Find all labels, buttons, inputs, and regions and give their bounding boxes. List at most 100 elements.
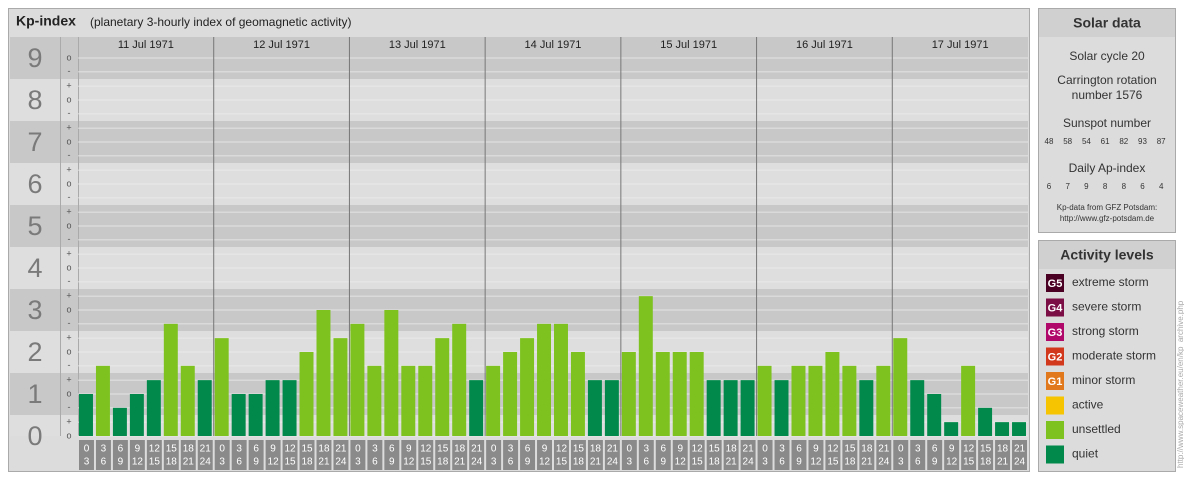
x-tick-label: 12 xyxy=(692,444,704,455)
minor-tick-label: o xyxy=(66,430,71,440)
x-tick-label: 12 xyxy=(946,457,958,468)
bar xyxy=(893,338,908,436)
x-tick-label: 21 xyxy=(607,444,619,455)
x-tick-label: 6 xyxy=(660,444,666,455)
x-tick-label: 0 xyxy=(84,444,90,455)
x-tick-label: 9 xyxy=(796,457,802,468)
bar xyxy=(791,365,806,436)
bar xyxy=(978,407,993,436)
minor-tick-label: o xyxy=(66,388,71,398)
x-tick-label: 6 xyxy=(779,457,785,468)
watermark: http://www.spaceweather.eu/en/kp_archive… xyxy=(1176,300,1184,468)
slot-box xyxy=(859,440,875,470)
x-tick-label: 0 xyxy=(898,444,904,455)
minor-tick-label: o xyxy=(66,94,71,104)
bar xyxy=(180,365,195,436)
legend-swatch xyxy=(1046,347,1064,366)
x-tick-label: 6 xyxy=(101,457,107,468)
sunspot-value: 54 xyxy=(1082,137,1091,146)
bar xyxy=(486,365,501,436)
x-tick-label: 15 xyxy=(573,444,585,455)
slot-box xyxy=(79,440,94,470)
x-tick-label: 12 xyxy=(827,444,839,455)
ap-title: Daily Ap-index xyxy=(1069,161,1146,175)
x-tick-label: 6 xyxy=(932,444,938,455)
x-tick-label: 18 xyxy=(318,444,330,455)
x-tick-label: 21 xyxy=(726,457,738,468)
slot-box xyxy=(995,440,1011,470)
bar xyxy=(435,338,450,436)
slot-box xyxy=(282,440,298,470)
x-tick-label: 24 xyxy=(878,457,890,468)
sunspot-value: 61 xyxy=(1101,137,1110,146)
y-tick-label: 8 xyxy=(27,85,42,115)
ap-value: 9 xyxy=(1084,182,1089,191)
x-tick-label: 6 xyxy=(236,457,242,468)
bar xyxy=(944,422,959,436)
x-tick-label: 18 xyxy=(301,457,313,468)
y-tick-label: 2 xyxy=(27,337,42,367)
minor-tick-label: o xyxy=(66,136,71,146)
panel-title: Solar data xyxy=(1073,15,1141,31)
minor-tick-label: o xyxy=(66,178,71,188)
minor-tick-label: + xyxy=(66,249,71,259)
x-tick-label: 9 xyxy=(813,444,819,455)
sunspot-value: 82 xyxy=(1119,137,1128,146)
ap-value: 6 xyxy=(1047,182,1052,191)
x-tick-label: 3 xyxy=(355,457,361,468)
legend-label: severe storm xyxy=(1072,300,1141,314)
x-tick-label: 24 xyxy=(743,457,755,468)
slot-box xyxy=(452,440,468,470)
slot-box xyxy=(706,440,722,470)
source: Kp-data from GFZ Potsdam: xyxy=(1057,203,1157,212)
carrington: Carrington rotation xyxy=(1057,73,1156,87)
minor-tick-label: + xyxy=(66,291,71,301)
ap-value: 7 xyxy=(1065,182,1070,191)
x-tick-label: 9 xyxy=(389,457,395,468)
x-tick-label: 0 xyxy=(627,444,633,455)
sunspot-value: 48 xyxy=(1045,137,1054,146)
slot-box xyxy=(503,440,519,470)
legend-label: active xyxy=(1072,398,1104,412)
slot-box xyxy=(893,440,909,470)
x-tick-label: 3 xyxy=(236,444,242,455)
bar xyxy=(995,422,1010,436)
minor-tick-label: - xyxy=(68,402,71,412)
bar xyxy=(774,380,789,436)
minor-tick-label: + xyxy=(66,375,71,385)
x-tick-label: 21 xyxy=(200,444,212,455)
slot-box xyxy=(961,440,977,470)
slot-box xyxy=(791,440,807,470)
ap-value: 8 xyxy=(1122,182,1127,191)
x-tick-label: 21 xyxy=(318,457,330,468)
x-tick-label: 24 xyxy=(200,457,212,468)
bar xyxy=(1012,422,1026,436)
minor-tick-label: - xyxy=(68,108,71,118)
minor-tick-label: + xyxy=(66,165,71,175)
bar xyxy=(910,380,925,436)
slot-box xyxy=(486,440,502,470)
day-label: 12 Jul 1971 xyxy=(253,39,310,51)
day-label: 16 Jul 1971 xyxy=(796,39,853,51)
x-tick-label: 9 xyxy=(660,457,666,468)
x-tick-label: 12 xyxy=(810,457,822,468)
sunspot-value: 58 xyxy=(1063,137,1072,146)
slot-box xyxy=(384,440,400,470)
band xyxy=(10,415,1028,436)
x-tick-label: 15 xyxy=(980,444,992,455)
x-tick-label: 3 xyxy=(762,457,768,468)
slot-box xyxy=(333,440,349,470)
slot-box xyxy=(621,440,637,470)
minor-tick-label: - xyxy=(68,234,71,244)
x-tick-label: 18 xyxy=(183,444,195,455)
bar xyxy=(723,380,738,436)
carrington: number 1576 xyxy=(1072,88,1143,102)
panel-header xyxy=(1039,9,1175,37)
slot-box xyxy=(469,440,485,470)
slot-box xyxy=(587,440,603,470)
x-tick-label: 18 xyxy=(166,457,178,468)
x-tick-label: 3 xyxy=(627,457,633,468)
source: http://www.gfz-potsdam.de xyxy=(1060,214,1155,223)
bar xyxy=(469,380,484,436)
x-tick-label: 6 xyxy=(118,444,124,455)
